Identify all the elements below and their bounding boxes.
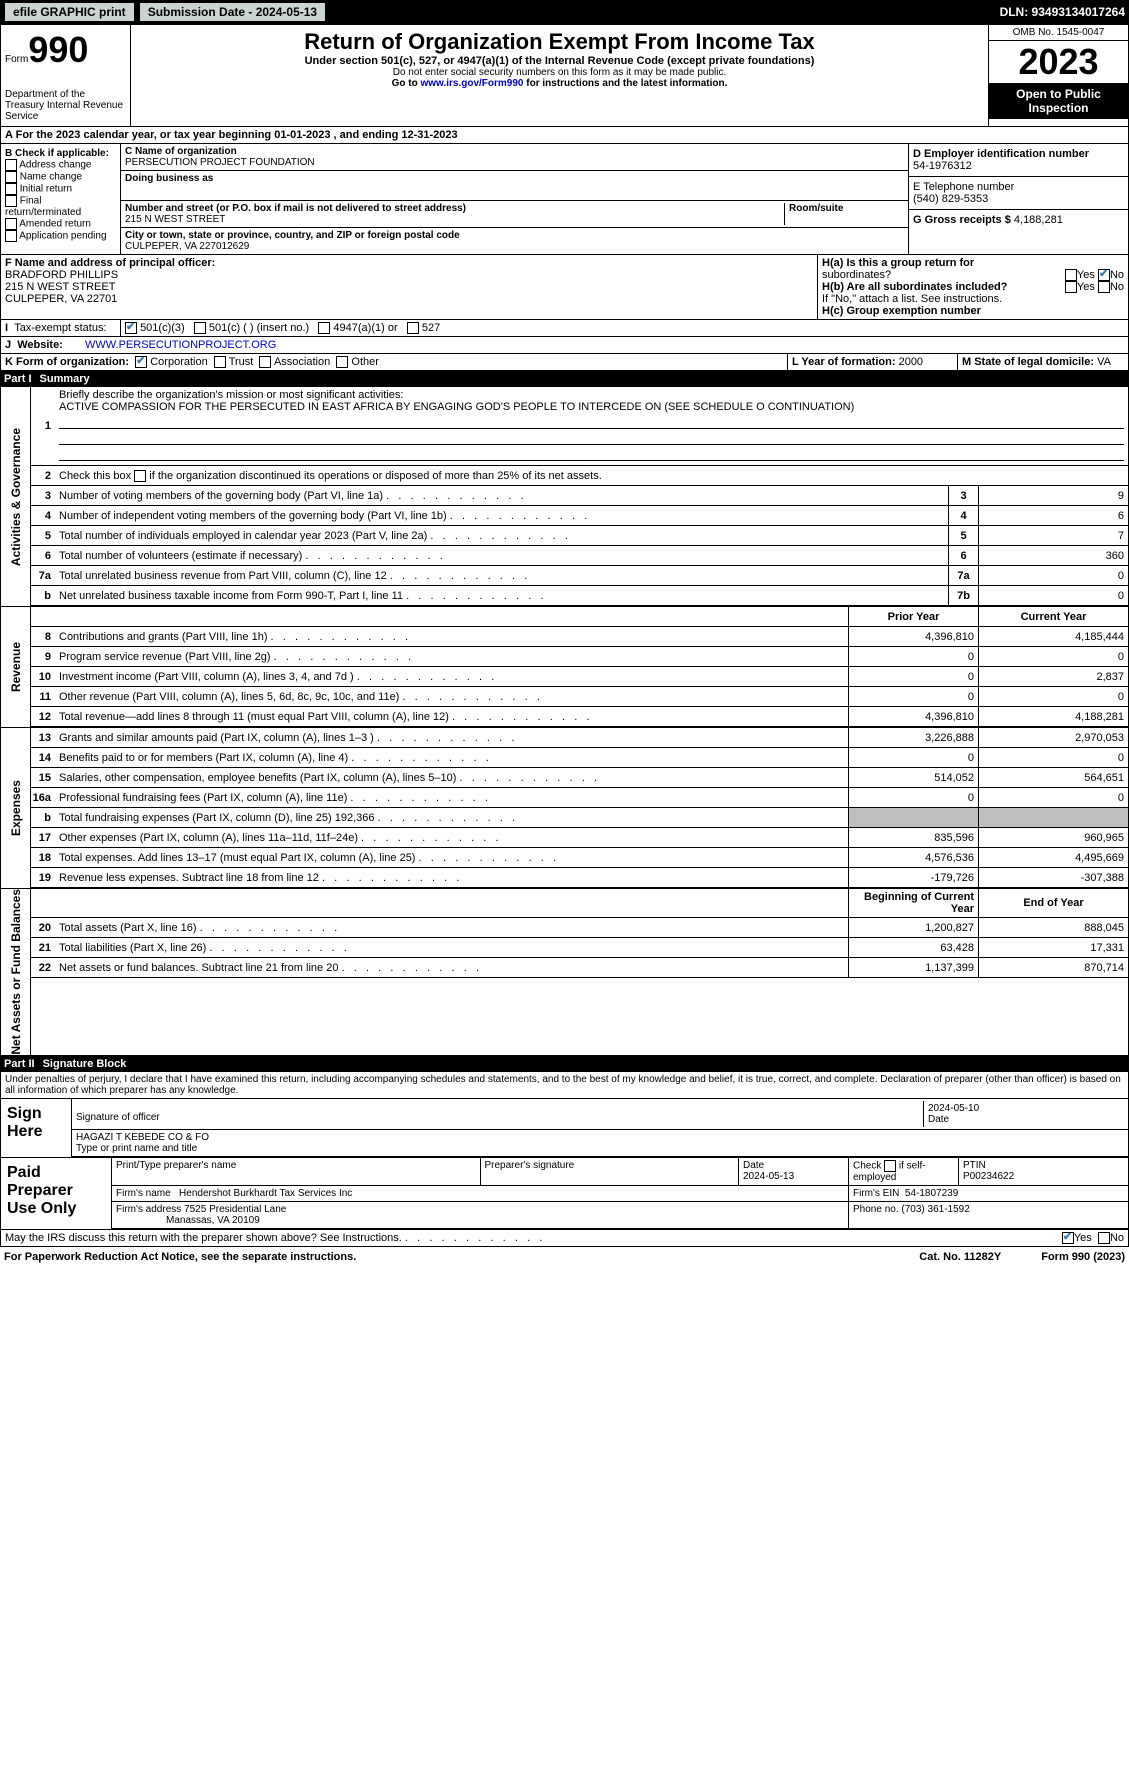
- ssn-note: Do not enter social security numbers on …: [135, 67, 984, 78]
- gross-receipts: 4,188,281: [1014, 214, 1063, 226]
- form-title: Return of Organization Exempt From Incom…: [135, 29, 984, 55]
- part-1-header: Part ISummary: [0, 371, 1129, 387]
- discuss-no-checkbox[interactable]: [1098, 1232, 1110, 1244]
- ein: 54-1976312: [913, 160, 972, 172]
- sign-here-block: Sign Here Signature of officer2024-05-10…: [0, 1099, 1129, 1158]
- street-address: 215 N WEST STREET: [125, 214, 225, 225]
- officer-city: CULPEPER, VA 22701: [5, 293, 813, 305]
- corp-checkbox[interactable]: [135, 356, 147, 368]
- 501c3-checkbox[interactable]: [125, 322, 137, 334]
- discuss-row: May the IRS discuss this return with the…: [0, 1230, 1129, 1247]
- trust-checkbox[interactable]: [214, 356, 226, 368]
- form-ref: Form 990 (2023): [1041, 1251, 1125, 1263]
- section-klm: K Form of organization: Corporation Trus…: [0, 354, 1129, 371]
- b-checkbox[interactable]: [5, 183, 17, 195]
- discuss-yes-checkbox[interactable]: [1062, 1232, 1074, 1244]
- activities-governance: Activities & Governance 1Briefly describ…: [0, 387, 1129, 607]
- ha-no-checkbox[interactable]: [1098, 269, 1110, 281]
- top-bar: efile GRAPHIC print Submission Date - 20…: [0, 0, 1129, 24]
- officer-name: BRADFORD PHILLIPS: [5, 269, 813, 281]
- side-net-assets: Net Assets or Fund Balances: [9, 889, 23, 1055]
- hb-yes-checkbox[interactable]: [1065, 281, 1077, 293]
- firm-ein: 54-1807239: [905, 1188, 958, 1199]
- org-name: PERSECUTION PROJECT FOUNDATION: [125, 157, 315, 168]
- officer-print-name: HAGAZI T KEBEDE CO & FO: [76, 1132, 209, 1143]
- perjury-statement: Under penalties of perjury, I declare th…: [0, 1072, 1129, 1099]
- discontinued-checkbox[interactable]: [134, 470, 146, 482]
- firm-phone: (703) 361-1592: [901, 1204, 969, 1215]
- public-inspection: Open to Public Inspection: [989, 83, 1128, 119]
- tax-year: 2023: [989, 41, 1128, 83]
- section-i: I Tax-exempt status: 501(c)(3) 501(c) ( …: [0, 320, 1129, 337]
- 527-checkbox[interactable]: [407, 322, 419, 334]
- side-governance: Activities & Governance: [9, 428, 23, 566]
- net-assets-section: Net Assets or Fund Balances Beginning of…: [0, 889, 1129, 1056]
- side-revenue: Revenue: [9, 642, 23, 692]
- assoc-checkbox[interactable]: [259, 356, 271, 368]
- b-checkbox[interactable]: [5, 171, 17, 183]
- sig-date: 2024-05-10: [928, 1103, 979, 1114]
- other-checkbox[interactable]: [336, 356, 348, 368]
- paperwork-notice: For Paperwork Reduction Act Notice, see …: [4, 1251, 356, 1263]
- ha-yes-checkbox[interactable]: [1065, 269, 1077, 281]
- irs-link[interactable]: www.irs.gov/Form990: [420, 78, 523, 89]
- firm-name: Hendershot Burkhardt Tax Services Inc: [179, 1188, 352, 1199]
- part-2-header: Part IISignature Block: [0, 1056, 1129, 1072]
- telephone: (540) 829-5353: [913, 193, 988, 205]
- state-domicile: VA: [1097, 356, 1111, 368]
- b-checkbox[interactable]: [5, 159, 17, 171]
- website-link[interactable]: WWW.PERSECUTIONPROJECT.ORG: [85, 339, 276, 351]
- section-bcdeg: B Check if applicable: Address change Na…: [0, 144, 1129, 255]
- 4947-checkbox[interactable]: [318, 322, 330, 334]
- dln: DLN: 93493134017264: [1000, 5, 1125, 19]
- form-header: Form990 Department of the Treasury Inter…: [0, 24, 1129, 127]
- b-checkbox[interactable]: [5, 195, 17, 207]
- side-expenses: Expenses: [9, 780, 23, 836]
- efile-print-button[interactable]: efile GRAPHIC print: [4, 2, 135, 22]
- 501c-checkbox[interactable]: [194, 322, 206, 334]
- firm-addr2: Manassas, VA 20109: [166, 1215, 260, 1226]
- section-j: J Website: WWW.PERSECUTIONPROJECT.ORG: [0, 337, 1129, 354]
- line-a: A For the 2023 calendar year, or tax yea…: [0, 127, 1129, 144]
- self-employed-checkbox[interactable]: [884, 1160, 896, 1172]
- prep-date: 2024-05-13: [743, 1171, 794, 1182]
- section-fh: F Name and address of principal officer:…: [0, 255, 1129, 320]
- dept-treasury: Department of the Treasury Internal Reve…: [5, 89, 126, 122]
- omb-number: OMB No. 1545-0047: [989, 25, 1128, 41]
- ptin: P00234622: [963, 1171, 1014, 1182]
- page-footer: For Paperwork Reduction Act Notice, see …: [0, 1247, 1129, 1267]
- mission-text: ACTIVE COMPASSION FOR THE PERSECUTED IN …: [59, 401, 854, 413]
- officer-street: 215 N WEST STREET: [5, 281, 813, 293]
- goto-note: Go to www.irs.gov/Form990 for instructio…: [135, 78, 984, 89]
- b-label: B Check if applicable:: [5, 148, 116, 159]
- paid-preparer-block: Paid Preparer Use Only Print/Type prepar…: [0, 1158, 1129, 1230]
- expenses-section: Expenses 13Grants and similar amounts pa…: [0, 728, 1129, 889]
- revenue-section: Revenue Prior YearCurrent Year 8Contribu…: [0, 607, 1129, 728]
- form-subtitle: Under section 501(c), 527, or 4947(a)(1)…: [135, 55, 984, 67]
- submission-date: Submission Date - 2024-05-13: [139, 2, 326, 22]
- city-state-zip: CULPEPER, VA 227012629: [125, 241, 249, 252]
- year-formation: 2000: [899, 356, 923, 368]
- b-checkbox[interactable]: [5, 218, 17, 230]
- hb-no-checkbox[interactable]: [1098, 281, 1110, 293]
- form-number: Form990: [5, 29, 126, 71]
- b-checkbox[interactable]: [5, 230, 17, 242]
- cat-no: Cat. No. 11282Y: [919, 1251, 1001, 1263]
- firm-addr1: 7525 Presidential Lane: [184, 1204, 286, 1215]
